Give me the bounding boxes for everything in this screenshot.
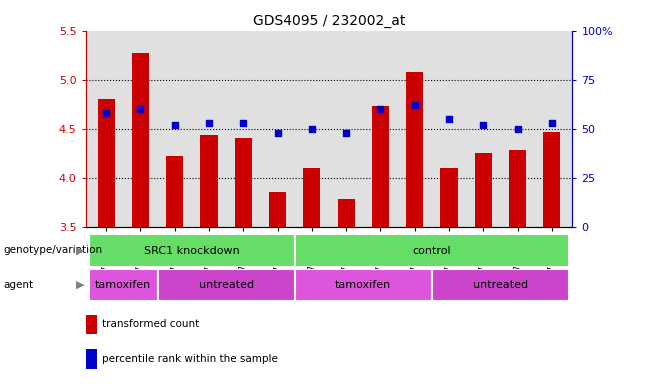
Bar <box>372 106 389 227</box>
Point <box>307 126 317 132</box>
Bar <box>201 134 218 227</box>
Bar <box>303 168 320 227</box>
Point <box>375 106 386 112</box>
Point <box>135 106 145 112</box>
Text: control: control <box>413 245 451 256</box>
Title: GDS4095 / 232002_at: GDS4095 / 232002_at <box>253 14 405 28</box>
Bar <box>89 234 295 267</box>
Bar <box>432 269 569 301</box>
Point <box>547 120 557 126</box>
Bar <box>295 234 569 267</box>
Text: agent: agent <box>3 280 34 290</box>
Bar <box>166 156 184 227</box>
Bar <box>544 132 561 227</box>
Bar <box>269 192 286 227</box>
Bar <box>97 99 114 227</box>
Bar <box>89 269 157 301</box>
Text: ▶: ▶ <box>76 280 84 290</box>
Point <box>513 126 523 132</box>
Text: ▶: ▶ <box>76 245 84 255</box>
Text: genotype/variation: genotype/variation <box>3 245 103 255</box>
Bar <box>132 53 149 227</box>
Text: transformed count: transformed count <box>102 319 199 329</box>
Point <box>272 129 283 136</box>
Text: SRC1 knockdown: SRC1 knockdown <box>144 245 240 256</box>
Bar <box>406 72 423 227</box>
Bar <box>295 269 432 301</box>
Point <box>341 129 351 136</box>
Bar <box>338 199 355 227</box>
Point <box>101 110 111 116</box>
Point <box>238 120 249 126</box>
Point <box>169 122 180 128</box>
Bar <box>474 153 492 227</box>
Point <box>443 116 454 122</box>
Point <box>478 122 489 128</box>
Bar <box>509 150 526 227</box>
Text: untreated: untreated <box>473 280 528 290</box>
Bar <box>440 168 457 227</box>
Bar <box>235 138 252 227</box>
Bar <box>157 269 295 301</box>
Text: percentile rank within the sample: percentile rank within the sample <box>102 354 278 364</box>
Text: tamoxifen: tamoxifen <box>95 280 151 290</box>
Point <box>409 102 420 108</box>
Text: untreated: untreated <box>199 280 254 290</box>
Point <box>204 120 215 126</box>
Text: tamoxifen: tamoxifen <box>335 280 392 290</box>
